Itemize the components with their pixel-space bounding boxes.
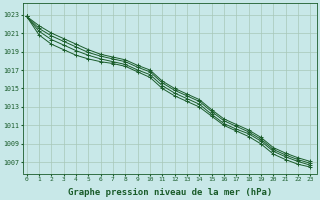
X-axis label: Graphe pression niveau de la mer (hPa): Graphe pression niveau de la mer (hPa) <box>68 188 272 197</box>
